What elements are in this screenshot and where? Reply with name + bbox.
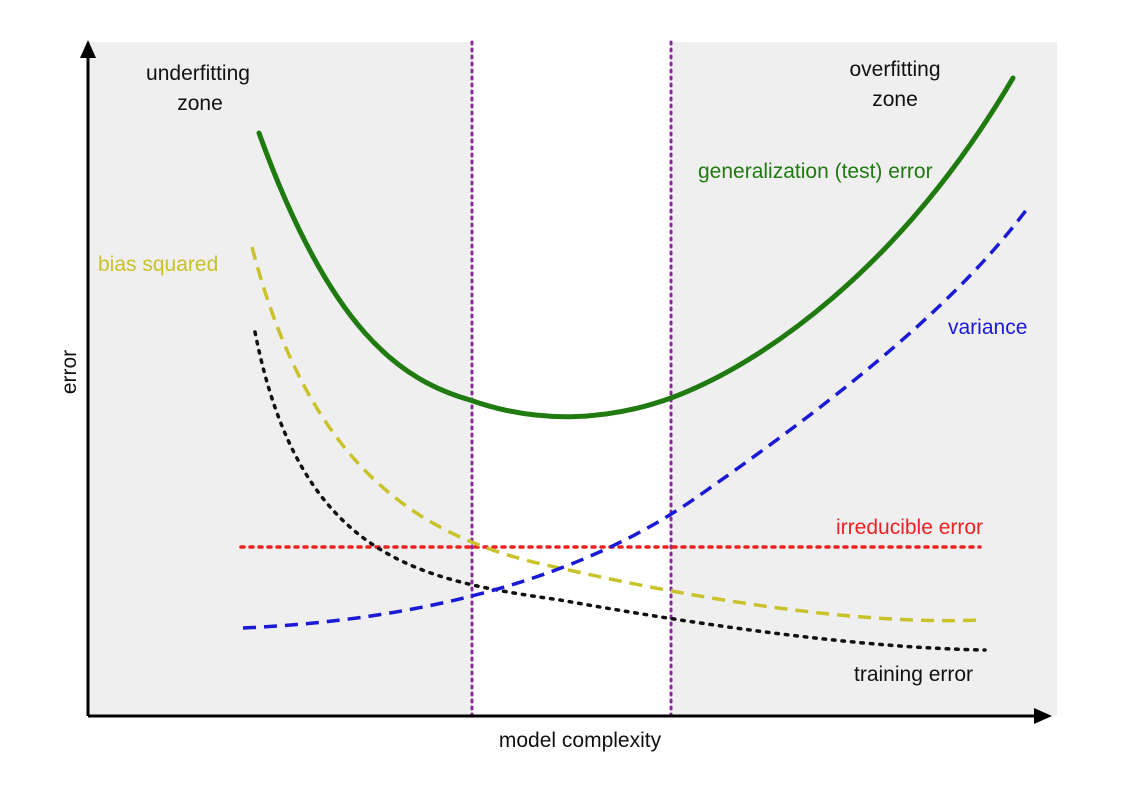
- bias-squared-label: bias squared: [98, 253, 218, 276]
- variance-curve: [242, 203, 1032, 630]
- training-error-label: training error: [854, 663, 973, 686]
- overfitting-zone-label-line1: overfitting: [849, 58, 940, 81]
- variance-label: variance: [948, 316, 1027, 339]
- irreducible-error-label: irreducible error: [836, 516, 983, 539]
- overfitting-zone-background: [671, 42, 1057, 716]
- y-axis-label: error: [58, 350, 81, 394]
- x-axis-arrow-icon: [1034, 708, 1052, 724]
- x-axis-label: model complexity: [499, 729, 662, 752]
- generalization-error-curve: [256, 75, 1016, 420]
- training-error-curve: [253, 330, 987, 652]
- underfitting-zone-label-line2: zone: [177, 92, 223, 115]
- overfitting-zone-label-line2: zone: [872, 88, 918, 111]
- underfitting-zone-label-line1: underfitting: [146, 62, 250, 85]
- underfitting-zone-background: [88, 42, 472, 716]
- y-axis-arrow-icon: [80, 40, 96, 58]
- generalization-error-label: generalization (test) error: [698, 160, 933, 183]
